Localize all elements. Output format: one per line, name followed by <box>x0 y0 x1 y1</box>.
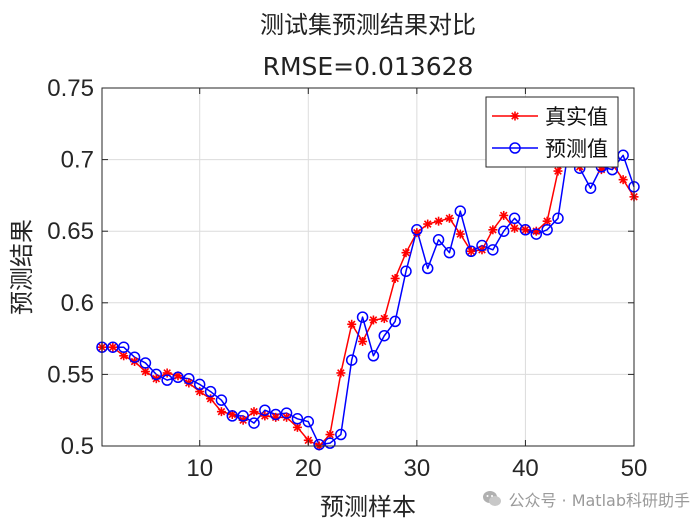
series-1-point-29 <box>400 265 412 278</box>
series-1-point-12 <box>215 394 228 406</box>
series-1-point-6 <box>150 368 163 381</box>
series-1-point-35 <box>465 245 477 257</box>
x-tick-label-2: 30 <box>404 455 431 482</box>
series-0-point-28 <box>390 273 400 283</box>
x-tick-label-0: 10 <box>186 455 213 482</box>
axis-ticks: 10 20 30 40 50 0.5 0.55 0.6 0.65 0.7 0.75 <box>47 75 647 482</box>
x-axis-label: 预测样本 <box>320 493 416 521</box>
plot-frame <box>101 87 635 447</box>
series-1-point-14 <box>237 410 249 422</box>
series-0-point-2 <box>108 342 118 352</box>
series-0-point-27 <box>379 314 389 324</box>
series-1-point-13 <box>226 410 239 422</box>
y-tick-label-4: 0.7 <box>61 147 94 174</box>
series-0-point-22 <box>325 430 335 440</box>
x-tick-label-1: 20 <box>295 455 322 482</box>
series-0-point-31 <box>423 219 433 229</box>
x-tick-label-3: 40 <box>512 455 539 482</box>
series-1-point-17 <box>269 408 282 421</box>
series-0-point-29 <box>401 248 411 258</box>
series-1-point-15 <box>248 417 260 429</box>
series-0-point-38 <box>499 210 509 220</box>
series-1-point-22 <box>324 437 336 449</box>
legend-asterisk-marker <box>510 111 520 121</box>
series-0-point-19 <box>292 422 302 432</box>
series-1-point-10 <box>193 378 206 391</box>
series-0-point-33 <box>444 213 454 223</box>
series-1-point-24 <box>345 354 358 366</box>
series-1-point-37 <box>487 244 499 256</box>
series-1-point-36 <box>476 239 488 252</box>
y-tick-label-3: 0.65 <box>47 218 94 245</box>
series-1-point-18 <box>280 407 293 419</box>
series-0-point-37 <box>488 225 498 235</box>
y-tick-label-0: 0.5 <box>61 433 94 460</box>
series-1-point-31 <box>421 262 434 275</box>
series-0-point-25 <box>358 336 368 346</box>
y-axis-label: 预测结果 <box>8 219 36 315</box>
series-line-1 <box>102 145 635 446</box>
series-1-point-32 <box>432 234 445 246</box>
series-1-point-41 <box>530 228 543 240</box>
series-1-point-25 <box>356 311 369 323</box>
series-0-point-39 <box>510 223 520 233</box>
series-0-point-32 <box>434 216 444 226</box>
series-0-point-35 <box>466 246 476 256</box>
series-0-point-26 <box>368 315 378 325</box>
series-1-point-7 <box>161 374 173 386</box>
series-1-point-26 <box>367 350 380 362</box>
legend: 真实值 预测值 <box>485 96 619 168</box>
y-tick-label-5: 0.75 <box>47 75 94 102</box>
watermark: 公众号 · Matlab科研助手 <box>482 487 690 511</box>
series-1-point-27 <box>378 329 391 342</box>
series-1-point-11 <box>204 385 217 398</box>
legend-marker-true <box>510 111 520 121</box>
series-1-point-4 <box>128 351 141 363</box>
series-1-point-42 <box>541 224 553 236</box>
series-1-point-28 <box>389 315 401 328</box>
series-0-point-49 <box>618 175 628 185</box>
series-1-point-2 <box>107 341 119 353</box>
series-0-point-15 <box>249 407 259 417</box>
series-1-point-19 <box>291 413 304 425</box>
legend-box <box>485 96 619 168</box>
wechat-icon <box>483 491 502 506</box>
series-0-point-40 <box>520 225 530 235</box>
series-0-point-43 <box>553 166 563 176</box>
series-1-point-8 <box>172 371 184 384</box>
series-0-point-24 <box>347 319 357 329</box>
x-tick-label-4: 50 <box>621 455 648 482</box>
series-1-point-34 <box>454 205 467 217</box>
series-1-point-33 <box>443 246 456 259</box>
watermark-text: 公众号 · Matlab科研助手 <box>508 491 690 510</box>
series-1-point-43 <box>552 212 564 225</box>
legend-circle-marker <box>509 142 521 154</box>
series-1-point-21 <box>313 438 325 451</box>
legend-label-pred: 预测值 <box>545 137 608 161</box>
y-tick-label-1: 0.55 <box>47 361 94 388</box>
series-1-point-40 <box>519 224 532 236</box>
chart-title: 测试集预测结果对比 <box>260 11 476 39</box>
series-0-point-34 <box>455 229 465 239</box>
series-markers <box>96 140 640 451</box>
series-0-point-23 <box>336 368 346 378</box>
series-1-point-39 <box>508 212 521 225</box>
series-1-point-9 <box>183 372 195 385</box>
series-0-point-12 <box>216 407 226 417</box>
series-1-point-16 <box>259 404 271 416</box>
y-tick-label-2: 0.6 <box>61 290 94 317</box>
series-1-point-23 <box>335 428 347 441</box>
series-1-point-3 <box>117 341 130 353</box>
series-1-point-38 <box>497 225 510 237</box>
series-1-point-5 <box>139 357 152 369</box>
legend-label-true: 真实值 <box>545 105 608 129</box>
series-1-point-30 <box>411 224 423 236</box>
legend-marker-pred <box>509 142 521 154</box>
series-1-point-20 <box>302 415 315 428</box>
chart-subtitle: RMSE=0.013628 <box>263 52 474 81</box>
series-1-point-46 <box>584 182 597 194</box>
